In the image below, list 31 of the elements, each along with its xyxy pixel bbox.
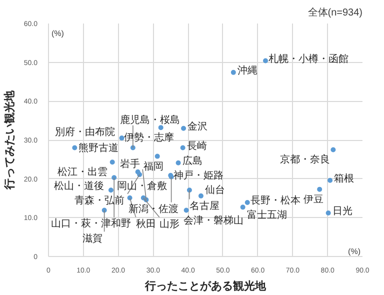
annotation: 名古屋	[189, 200, 220, 212]
annotation: 神戸・姫路	[174, 169, 224, 182]
annotation: 金沢	[188, 120, 208, 132]
annotation: 新潟・佐渡	[128, 202, 178, 215]
annotation: 別府・由布院	[54, 126, 115, 138]
annotation: 熊野古道	[78, 142, 119, 154]
annotation: 滋賀	[82, 232, 102, 244]
annotation: 福岡	[143, 160, 164, 172]
annotation: 伊豆	[304, 194, 324, 206]
annotation: 京都・奈良	[280, 154, 330, 166]
annotation: 松山・道後	[54, 180, 104, 192]
annotation: 松江・出雲	[57, 166, 108, 178]
annotation: 箱根	[334, 172, 354, 184]
annotation: 日光	[332, 205, 352, 218]
x-axis-title: 行ったことがある観光地	[144, 280, 267, 292]
annotation: (%)	[348, 247, 361, 256]
annotation: 山形	[159, 218, 180, 230]
text: 全体(n=934)	[308, 6, 363, 18]
annotation: 札幌・小樽・函館	[268, 52, 349, 65]
annotation: 広島	[182, 154, 202, 167]
annotation: 会津・磐梯山	[183, 214, 244, 226]
y-axis-title: 行ってみたい観光地	[2, 90, 16, 190]
annotation: 鹿児島・桜島	[120, 114, 180, 126]
annotation: 長野・松本	[250, 194, 300, 207]
annotation: 岩手	[120, 158, 140, 170]
annotation: 富士五湖	[246, 209, 287, 222]
annotation: 仙台	[204, 184, 225, 196]
annotation: (%)	[52, 29, 64, 38]
annotation: 沖縄	[237, 64, 258, 76]
annotation: 秋田	[136, 218, 156, 230]
annotation: 長崎	[186, 140, 207, 152]
